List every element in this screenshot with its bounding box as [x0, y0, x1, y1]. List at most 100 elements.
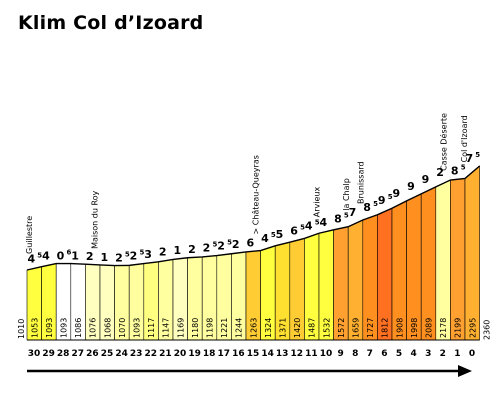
- elevation-label: 1076: [89, 318, 98, 338]
- gradient-label: 9: [392, 187, 400, 200]
- elevation-label: 1053: [30, 318, 39, 338]
- km-tick-label: 4: [410, 349, 416, 359]
- elevation-label: 1169: [176, 318, 185, 338]
- elevation-label: 1010: [17, 319, 26, 339]
- gradient-decimal: 5: [271, 231, 276, 239]
- gradient-label: 4: [261, 232, 269, 245]
- profile-bar: [450, 178, 466, 341]
- profile-bar: [420, 186, 437, 341]
- km-tick-label: 29: [42, 349, 55, 359]
- km-tick-label: 24: [115, 349, 128, 359]
- gradient-decimal: 5: [388, 193, 393, 201]
- gradient-decimal: 6: [67, 249, 72, 257]
- elevation-label: 1659: [352, 318, 361, 338]
- km-tick-label: 11: [305, 349, 318, 359]
- elevation-label: 1371: [279, 318, 288, 338]
- km-tick-label: 14: [261, 349, 274, 359]
- gradient-decimal: 5: [300, 223, 305, 231]
- elevation-label: 2199: [454, 318, 463, 338]
- gradient-label: 4: [305, 219, 313, 232]
- km-tick-label: 12: [291, 349, 304, 359]
- place-label: > Château-Queyras: [251, 155, 260, 234]
- elevation-label: 1180: [191, 318, 200, 338]
- gradient-label: 4: [319, 216, 327, 229]
- elevation-label: 1070: [118, 318, 127, 338]
- elevation-label: 1147: [162, 318, 171, 338]
- chart-title: Klim Col d’Izoard: [18, 12, 204, 34]
- km-tick-label: 7: [367, 349, 373, 359]
- gradient-decimal: 5: [315, 218, 320, 226]
- elevation-label: 1487: [308, 318, 317, 338]
- km-tick-label: 20: [174, 349, 187, 359]
- gradient-label: 2: [232, 238, 240, 251]
- gradient-label: 2: [217, 240, 225, 253]
- gradient-decimal: 5: [125, 250, 130, 258]
- gradient-decimal: 5: [373, 200, 378, 208]
- gradient-label: 4: [27, 253, 35, 266]
- km-tick-label: 22: [145, 349, 158, 359]
- elevation-label: 1093: [133, 318, 142, 338]
- gradient-label: 8: [451, 164, 459, 177]
- elevation-label: 2089: [425, 318, 434, 338]
- km-tick-label: 21: [159, 349, 172, 359]
- gradient-label: 4: [42, 250, 50, 263]
- gradient-label: 9: [407, 180, 415, 193]
- elevation-label: 1068: [103, 318, 112, 338]
- gradient-decimal: 5: [461, 163, 466, 171]
- km-tick-label: 26: [86, 349, 99, 359]
- gradient-label: 9: [422, 173, 430, 186]
- profile-outline: [26, 165, 481, 271]
- elevation-label: 1117: [147, 318, 156, 338]
- gradient-decimal: 5: [140, 249, 145, 257]
- elevation-label: 1093: [60, 318, 69, 338]
- gradient-decimal: 5: [475, 151, 480, 159]
- gradient-label: 2: [130, 250, 138, 263]
- km-tick-label: 3: [425, 349, 431, 359]
- elevation-label: 2360: [483, 320, 492, 340]
- km-tick-label: 10: [320, 349, 333, 359]
- elevation-label: 1093: [45, 318, 54, 338]
- gradient-label: 1: [173, 244, 181, 257]
- place-label: Maison du Roy: [91, 190, 100, 248]
- place-label: Casse Déserte: [439, 113, 449, 171]
- gradient-label: 1: [100, 251, 108, 264]
- km-tick-label: 13: [276, 349, 289, 359]
- gradient-label: 1: [71, 250, 79, 263]
- km-tick-label: 19: [188, 349, 201, 359]
- km-tick-label: 25: [101, 349, 114, 359]
- place-label: Arvieux: [313, 187, 322, 218]
- elevation-label: 1727: [366, 318, 375, 338]
- direction-arrow-head: [458, 365, 472, 377]
- km-tick-label: 0: [469, 349, 475, 359]
- km-tick-label: 18: [203, 349, 216, 359]
- gradient-label: 6: [290, 224, 298, 237]
- elevation-label: 1263: [249, 318, 258, 338]
- gradient-label: 7: [349, 206, 357, 219]
- gradient-decimal: 5: [227, 239, 232, 247]
- place-label: Brunissard: [356, 161, 365, 204]
- gradient-label: 5: [276, 228, 284, 241]
- gradient-label: 8: [363, 201, 371, 214]
- elevation-label: 1198: [206, 318, 215, 338]
- gradient-label: 2: [115, 251, 123, 264]
- km-tick-label: 28: [57, 349, 70, 359]
- gradient-decimal: 5: [344, 212, 349, 220]
- gradient-label: 2: [203, 242, 211, 255]
- km-tick-label: 30: [28, 349, 41, 359]
- place-label: Guillestre: [25, 216, 34, 254]
- elevation-label: 1532: [322, 318, 331, 338]
- gradient-label: 2: [86, 250, 94, 263]
- km-tick-label: 2: [440, 349, 446, 359]
- km-tick-label: 8: [352, 349, 358, 359]
- gradient-decimal: 5: [37, 252, 42, 260]
- km-tick-label: 16: [232, 349, 245, 359]
- km-tick-label: 15: [247, 349, 260, 359]
- gradient-label: 6: [246, 237, 254, 250]
- km-tick-label: 23: [130, 349, 143, 359]
- gradient-label: 2: [159, 245, 167, 258]
- km-tick-label: 17: [218, 349, 231, 359]
- elevation-label: 1324: [264, 318, 273, 338]
- elevation-label: 2295: [468, 318, 477, 338]
- elevation-label: 1244: [235, 318, 244, 338]
